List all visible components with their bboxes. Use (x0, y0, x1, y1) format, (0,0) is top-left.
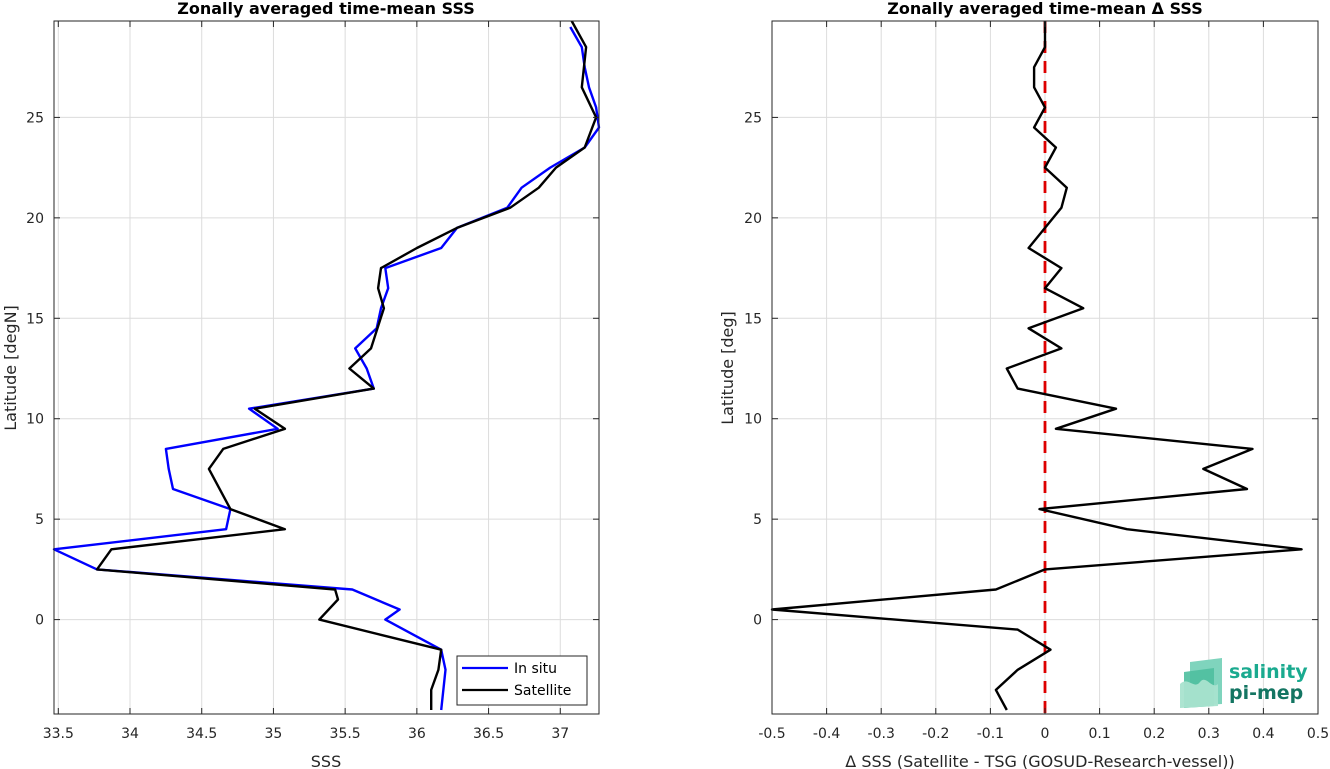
sss-x-tick-label: 36.5 (473, 726, 504, 742)
sss-y-tick-label: 10 (26, 412, 44, 428)
delta-y-tick-label: 20 (744, 211, 762, 227)
legend-box (456, 655, 588, 706)
logo-wave-icon (1180, 658, 1222, 708)
delta-x-tick-label: 0 (1041, 726, 1050, 742)
delta-series-line-0 (770, 21, 1303, 711)
sss-x-tick-label: 34.5 (186, 726, 217, 742)
sss-x-ticks: 33.5 34 34.5 35 35.5 36 36.5 37 (43, 21, 569, 742)
delta-x-tick-label: -0.4 (813, 726, 840, 742)
sss-x-tick-label: 33.5 (43, 726, 74, 742)
delta-x-tick-label: 0.3 (1198, 726, 1220, 742)
delta-y-tick-label: 0 (753, 613, 762, 629)
legend-label-satellite: Satellite (514, 683, 571, 699)
delta-x-tick-label: -0.3 (868, 726, 895, 742)
sss-y-tick-label: 5 (35, 512, 44, 528)
salinity-pi-mep-logo: salinity pi-mep (1180, 658, 1308, 708)
sss-grid (54, 21, 599, 714)
logo-line-2: pi-mep (1229, 682, 1303, 704)
sss-x-tick-label: 35 (265, 726, 283, 742)
delta-y-tick-label: 10 (744, 412, 762, 428)
sss-y-axis-label: Latitude [degN] (1, 305, 20, 431)
delta-y-tick-label: 5 (753, 512, 762, 528)
delta-y-tick-label: 25 (744, 110, 762, 126)
delta-y-tick-label: 15 (744, 311, 762, 327)
sss-y-tick-label: 25 (26, 110, 44, 126)
delta-x-tick-label: 0.1 (1088, 726, 1110, 742)
sss-x-tick-label: 34 (121, 726, 139, 742)
sss-x-tick-label: 36 (408, 726, 426, 742)
delta-x-tick-label: 0.4 (1252, 726, 1274, 742)
delta-x-tick-label: -0.1 (977, 726, 1004, 742)
delta-y-ticks: 0 5 10 15 20 25 (744, 110, 1318, 629)
sss-legend: In situ Satellite (456, 655, 588, 706)
sss-axes-background (54, 21, 599, 714)
delta-x-axis-label: Δ SSS (Satellite - TSG (GOSUD-Research-v… (845, 752, 1234, 769)
sss-x-tick-label: 37 (551, 726, 569, 742)
logo-line-1: salinity (1229, 661, 1308, 683)
sss-y-tick-label: 0 (35, 613, 44, 629)
delta-chart-title: Zonally averaged time-mean Δ SSS (887, 0, 1203, 18)
delta-x-tick-label: -0.5 (758, 726, 785, 742)
delta-y-axis-label: Latitude [deg] (718, 311, 737, 425)
delta-x-tick-label: 0.5 (1307, 726, 1329, 742)
delta-x-tick-label: 0.2 (1143, 726, 1165, 742)
sss-y-tick-label: 20 (26, 211, 44, 227)
sss-lines (52, 20, 601, 711)
delta-lines (770, 21, 1303, 711)
sss-axes-box (53, 20, 600, 715)
sss-series-line-1 (95, 20, 598, 710)
delta-x-ticks: -0.5 -0.4 -0.3 -0.2 -0.1 0 0.1 0.2 0.3 0.4 0.5 (758, 21, 1329, 742)
sss-x-tick-label: 35.5 (330, 726, 361, 742)
delta-grid (771, 21, 1319, 714)
sss-panel: 33.5 34 34.5 35 35.5 36 36.5 37 0 5 10 15 20 25 Zona… (1, 0, 601, 769)
legend-label-in-situ: In situ (514, 661, 557, 677)
sss-chart-title: Zonally averaged time-mean SSS (177, 0, 475, 18)
sss-y-tick-label: 15 (26, 311, 44, 327)
sss-y-ticks: 0 5 10 15 20 25 (26, 110, 599, 629)
delta-sss-panel: -0.5 -0.4 -0.3 -0.2 -0.1 0 0.1 0.2 0.3 0.4 0.5 0 5 1… (718, 0, 1329, 769)
sss-x-axis-label: SSS (311, 752, 341, 769)
delta-x-tick-label: -0.2 (922, 726, 949, 742)
